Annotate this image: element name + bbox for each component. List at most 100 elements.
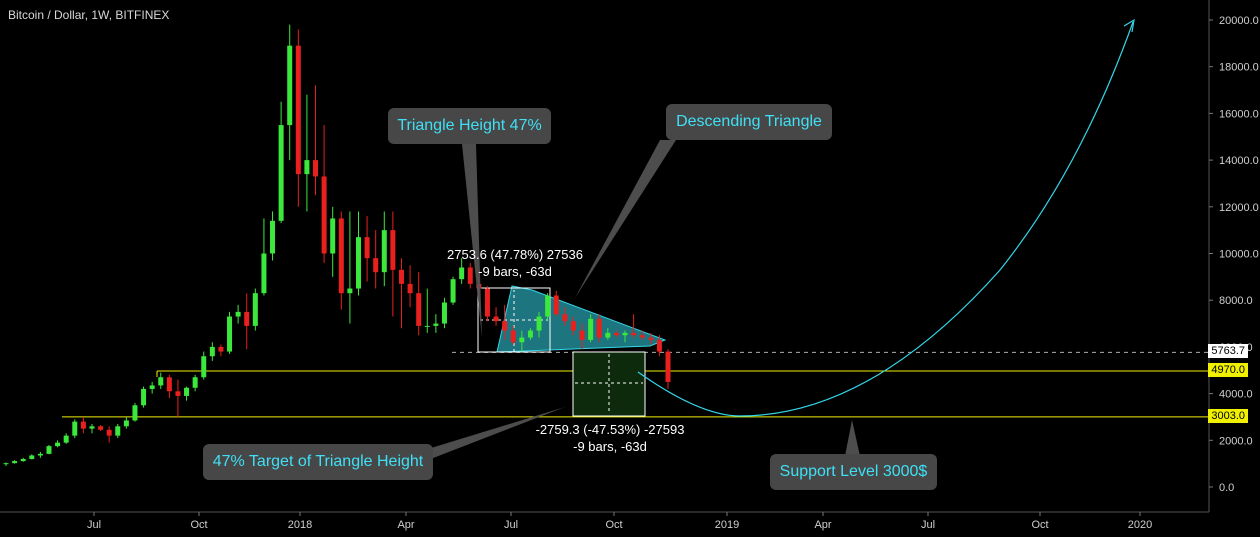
candle-body	[184, 387, 190, 396]
x-tick-label: Oct	[190, 519, 207, 531]
candle	[209, 342, 215, 361]
candle-body	[407, 283, 413, 294]
candle-body	[278, 125, 284, 221]
candle-body	[3, 463, 9, 465]
candle	[278, 101, 284, 224]
candle	[72, 419, 78, 438]
price-label-3003: 3003.0	[1208, 408, 1248, 423]
candle	[433, 314, 439, 333]
candle-body	[355, 237, 361, 289]
candle	[321, 125, 327, 263]
candle-body	[313, 160, 319, 177]
measure-upper-line1: 2753.6 (47.78%) 27536	[447, 247, 583, 262]
candle-body	[579, 330, 585, 340]
candle	[355, 211, 361, 296]
pointer-triangle-height	[462, 144, 482, 338]
candle	[261, 218, 267, 296]
candle-body	[287, 45, 293, 126]
y-tick-label: 4000.0	[1219, 389, 1253, 401]
candle	[166, 374, 172, 399]
candle-body	[235, 311, 241, 317]
candle	[398, 258, 404, 329]
candle-body	[63, 435, 69, 443]
candle-body	[72, 421, 78, 436]
candle-body	[562, 314, 568, 322]
candle-body	[115, 426, 121, 436]
candle	[484, 286, 490, 322]
candle-body	[12, 461, 18, 464]
candle-body	[373, 258, 379, 273]
candles	[3, 24, 671, 466]
measure-lower-line2: -9 bars, -63d	[573, 439, 647, 454]
candle-body	[390, 230, 396, 270]
candle-body	[416, 293, 422, 326]
candle-body	[613, 332, 619, 336]
candle-body	[166, 377, 172, 392]
candle-body	[304, 160, 310, 175]
candle-body	[433, 323, 439, 326]
candle	[631, 314, 637, 338]
measure-label-upper: 2753.6 (47.78%) 27536 -9 bars, -63d	[425, 246, 605, 280]
candle-body	[141, 388, 147, 406]
candle	[519, 330, 525, 352]
callout-triangle-height[interactable]: Triangle Height 47%	[388, 108, 551, 144]
candle	[115, 423, 121, 438]
candle	[29, 454, 35, 460]
x-tick-label: Jul	[504, 519, 518, 531]
candle-body	[502, 321, 508, 331]
candle	[622, 330, 628, 343]
candle	[493, 307, 499, 326]
candle	[450, 276, 456, 305]
candle-body	[338, 218, 344, 294]
chart-title: Bitcoin / Dollar, 1W, BITFINEX	[8, 8, 170, 22]
candle-body	[467, 267, 473, 284]
candle-body	[450, 279, 456, 303]
candle	[20, 457, 26, 462]
candle-body	[622, 332, 628, 336]
candle	[98, 425, 104, 431]
price-axis: 0.02000.04000.06000.08000.010000.012000.…	[1208, 0, 1259, 512]
candle	[545, 293, 551, 322]
horizontal-levels	[62, 351, 1209, 418]
candle-body	[201, 356, 207, 378]
candle-body	[493, 316, 499, 322]
x-tick-label: Oct	[605, 519, 622, 531]
measure-lower-line1: -2759.3 (-47.53%) -27593	[535, 422, 685, 437]
candle-body	[20, 458, 26, 462]
x-tick-label: 2019	[715, 519, 739, 531]
candle-body	[665, 351, 671, 382]
candle	[201, 351, 207, 380]
candle-body	[330, 218, 336, 254]
candle	[416, 272, 422, 336]
candle	[381, 211, 387, 287]
candle	[12, 460, 18, 464]
candle	[596, 314, 602, 343]
x-tick-label: Apr	[814, 519, 831, 531]
candle	[665, 349, 671, 389]
candle-body	[98, 426, 104, 430]
candle	[3, 462, 9, 466]
candle-body	[631, 332, 637, 336]
y-tick-label: 14000.0	[1219, 155, 1259, 167]
candle	[639, 330, 645, 340]
callout-descending-triangle[interactable]: Descending Triangle	[666, 104, 832, 140]
candle-body	[29, 455, 35, 459]
x-tick-label: 2018	[288, 519, 312, 531]
y-tick-label: 12000.0	[1219, 202, 1259, 214]
candle-body	[527, 330, 533, 338]
candle-body	[639, 335, 645, 338]
candle-body	[106, 429, 112, 436]
callout-support[interactable]: Support Level 3000$	[770, 454, 937, 490]
candle	[63, 433, 69, 444]
candle	[588, 314, 594, 343]
candle-body	[364, 237, 370, 259]
candle	[304, 94, 310, 212]
callout-target[interactable]: 47% Target of Triangle Height	[203, 444, 433, 480]
pointer-target	[418, 407, 565, 460]
candle-body	[605, 332, 611, 338]
candle-body	[484, 288, 490, 317]
candle-body	[132, 405, 138, 421]
candle	[459, 258, 465, 284]
candle-body	[209, 346, 215, 357]
